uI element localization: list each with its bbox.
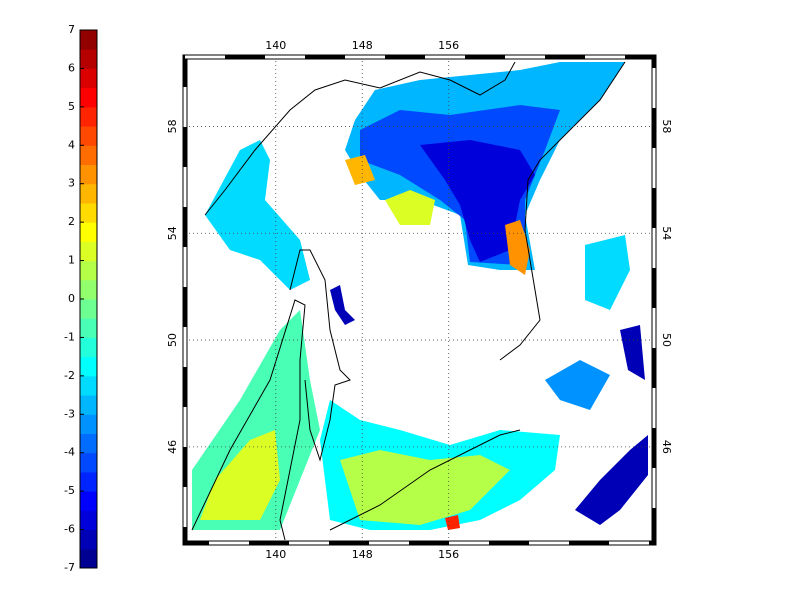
colorbar-tick-label: 7 — [68, 23, 75, 36]
colorbar-band — [80, 279, 97, 300]
colorbar-band — [80, 260, 97, 281]
colorbar-band — [80, 433, 97, 454]
colorbar-band — [80, 126, 97, 146]
colorbar-band — [80, 222, 97, 242]
colorbar-band — [80, 49, 97, 69]
colorbar-band — [80, 395, 97, 415]
field-sw2 — [200, 430, 280, 520]
coastline — [499, 61, 626, 361]
field-spot — [445, 515, 460, 530]
colorbar-tick-label: 5 — [68, 100, 75, 113]
colorbar: -7 -6 -5 -4 -3 -2 -1 0 1 2 3 4 5 6 7 — [64, 23, 98, 574]
colorbar-tick-label: 6 — [68, 61, 75, 74]
map-field — [192, 62, 648, 530]
colorbar-tick-label: 2 — [68, 215, 75, 228]
field-orange2 — [345, 155, 375, 185]
colorbar-band — [80, 241, 97, 262]
colorbar-band — [80, 30, 97, 50]
colorbar-tick-label: 1 — [68, 254, 75, 267]
colorbar-band — [80, 202, 97, 223]
colorbar-tick-label: -4 — [64, 446, 75, 459]
colorbar-band — [80, 414, 97, 434]
y-tick-label: 58 — [166, 119, 179, 133]
field-e-blue — [545, 360, 610, 410]
y-tick-label: 54 — [166, 226, 179, 240]
colorbar-band — [80, 375, 97, 396]
x-tick-label: 156 — [438, 39, 459, 52]
x-tick-label: 140 — [265, 548, 286, 561]
map-frame — [182, 54, 657, 546]
x-tick-label: 140 — [265, 39, 286, 52]
y-tick-label: 54 — [660, 226, 673, 240]
colorbar-band — [80, 183, 97, 204]
colorbar-tick-label: -1 — [64, 330, 75, 343]
colorbar-band — [80, 145, 97, 165]
field-east — [585, 235, 630, 310]
axes: 140 140 148 148 156 156 46 46 50 50 54 54 58 58 — [166, 39, 673, 561]
coastline — [204, 61, 516, 216]
colorbar-tick-label: 0 — [68, 292, 75, 305]
coastlines — [191, 61, 626, 541]
field-ne-navy — [575, 435, 648, 525]
colorbar-band — [80, 68, 97, 89]
y-tick-label: 50 — [166, 333, 179, 347]
coastline — [191, 299, 306, 541]
colorbar-band — [80, 510, 97, 531]
x-tick-label: 148 — [352, 548, 373, 561]
colorbar-band — [80, 337, 97, 358]
y-tick-label: 50 — [660, 333, 673, 347]
y-tick-label: 58 — [660, 119, 673, 133]
x-tick-label: 148 — [352, 39, 373, 52]
colorbar-tick-label: -5 — [64, 484, 75, 497]
colorbar-band — [80, 299, 97, 319]
field-channel — [330, 285, 355, 325]
colorbar-band — [80, 491, 97, 511]
field-west — [205, 140, 310, 290]
field-yellow — [385, 190, 435, 225]
coastline — [329, 429, 521, 531]
x-tick-label: 156 — [438, 548, 459, 561]
colorbar-band — [80, 356, 97, 377]
field-south2 — [340, 450, 510, 525]
colorbar-tick-label: -3 — [64, 407, 75, 420]
colorbar-tick-label: 3 — [68, 177, 75, 190]
colorbar-band — [80, 164, 97, 185]
y-tick-label: 46 — [660, 440, 673, 454]
coastline — [289, 249, 351, 462]
colorbar-band — [80, 529, 97, 550]
colorbar-band — [80, 452, 97, 473]
colorbar-band — [80, 318, 97, 338]
y-tick-label: 46 — [166, 440, 179, 454]
field-orange — [505, 220, 530, 275]
colorbar-tick-label: -7 — [64, 561, 75, 574]
colorbar-tick-label: -6 — [64, 523, 75, 536]
colorbar-band — [80, 106, 97, 127]
colorbar-tick-label: 4 — [68, 138, 75, 151]
colorbar-band — [80, 471, 97, 492]
field-e-navy — [620, 325, 645, 380]
colorbar-band — [80, 87, 97, 108]
colorbar-band — [80, 548, 97, 569]
colorbar-tick-label: -2 — [64, 369, 75, 382]
